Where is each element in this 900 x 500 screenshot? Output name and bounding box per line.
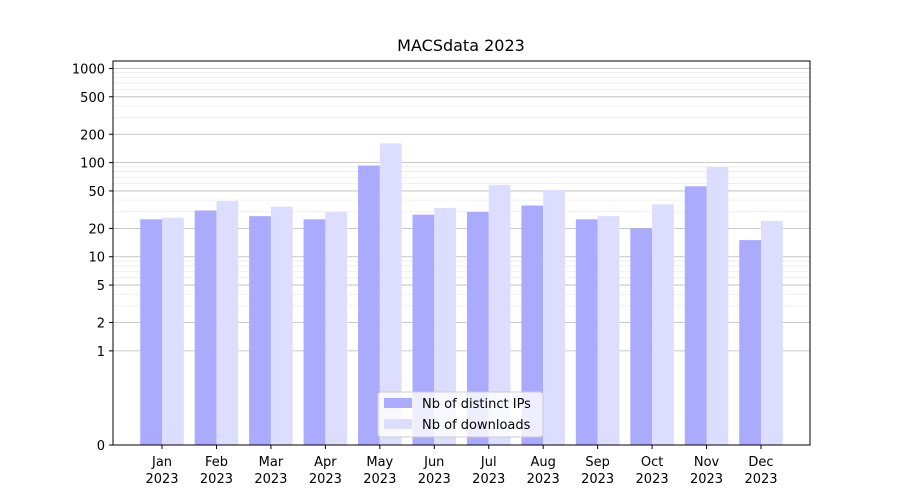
y-tick-label: 10 <box>88 251 105 266</box>
x-tick-label-year: 2023 <box>527 472 560 487</box>
bar-distinct-ips <box>358 165 380 445</box>
bar-downloads <box>434 207 457 445</box>
y-tick-label: 0 <box>97 439 105 454</box>
x-tick-label-year: 2023 <box>418 472 451 487</box>
x-tick-label-year: 2023 <box>309 472 342 487</box>
x-tick-label-month: May <box>366 455 393 470</box>
x-tick-label-month: Mar <box>259 455 284 470</box>
bar-downloads <box>543 190 565 445</box>
y-tick-label: 1 <box>97 345 105 360</box>
bar-distinct-ips <box>412 214 435 445</box>
legend-swatch <box>384 398 412 408</box>
y-tick-label: 1000 <box>72 62 105 77</box>
x-tick-label-month: Sep <box>585 455 610 470</box>
x-tick-label-month: Aug <box>530 455 555 470</box>
bar-distinct-ips <box>194 210 217 445</box>
x-tick-label-year: 2023 <box>472 472 505 487</box>
x-tick-label-year: 2023 <box>636 472 669 487</box>
y-tick-label: 50 <box>88 185 105 200</box>
y-axis: 0 1 2 5 10 20 50 100 200 500 1000 <box>72 62 113 454</box>
x-tick-label-month: Apr <box>314 455 337 470</box>
y-tick-label: 100 <box>80 157 105 172</box>
bar-distinct-ips <box>303 219 326 445</box>
y-tick-label: 20 <box>88 222 105 237</box>
x-tick-label-year: 2023 <box>200 472 233 487</box>
y-tick-label: 500 <box>80 91 105 106</box>
bar-downloads <box>597 216 620 445</box>
bar-downloads <box>162 217 184 445</box>
x-tick-label-year: 2023 <box>254 472 287 487</box>
x-tick-label-year: 2023 <box>145 472 178 487</box>
legend: Nb of distinct IPs Nb of downloads <box>377 391 544 438</box>
legend-swatch <box>384 419 412 429</box>
bar-downloads <box>760 220 783 445</box>
x-tick-label-month: Nov <box>694 455 720 470</box>
bars <box>140 143 783 446</box>
bar-distinct-ips <box>521 205 544 445</box>
bar-distinct-ips <box>630 228 653 445</box>
x-tick-label-year: 2023 <box>581 472 614 487</box>
bar-downloads <box>652 204 674 445</box>
x-tick-label-month: Jun <box>423 455 444 470</box>
chart-title: MACSdata 2023 <box>397 36 525 55</box>
x-tick-label-year: 2023 <box>744 472 777 487</box>
bar-downloads <box>379 143 402 445</box>
x-tick-label-year: 2023 <box>690 472 723 487</box>
bar-distinct-ips <box>739 240 761 445</box>
x-axis: Jan 2023 Feb 2023 Mar 2023 Apr 2023 May 2023 Jun 20… <box>145 445 778 487</box>
bar-downloads <box>706 166 729 446</box>
x-tick-label-month: Jan <box>151 455 172 470</box>
legend-label: Nb of downloads <box>422 418 531 433</box>
bar-distinct-ips <box>249 216 271 445</box>
bar-distinct-ips <box>575 219 598 445</box>
legend-label: Nb of distinct IPs <box>422 397 531 412</box>
bar-distinct-ips <box>466 211 489 445</box>
x-tick-label-month: Jul <box>480 455 497 470</box>
y-tick-label: 2 <box>97 317 105 332</box>
plot-frame <box>112 60 811 446</box>
bar-downloads <box>325 211 348 445</box>
x-tick-label-month: Oct <box>641 455 663 470</box>
y-tick-label: 5 <box>97 279 105 294</box>
bar-downloads <box>270 206 293 445</box>
bar-distinct-ips <box>684 186 707 445</box>
bar-downloads <box>216 201 239 445</box>
y-tick-label: 200 <box>80 128 105 143</box>
x-tick-label-year: 2023 <box>363 472 396 487</box>
bar-distinct-ips <box>140 219 163 445</box>
legend-box <box>377 391 544 438</box>
x-tick-label-month: Dec <box>748 455 773 470</box>
bar-downloads <box>488 184 511 445</box>
x-tick-label-month: Feb <box>205 455 228 470</box>
